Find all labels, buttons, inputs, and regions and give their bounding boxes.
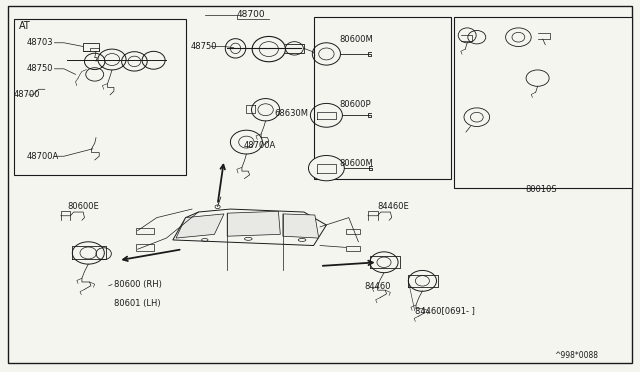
Polygon shape <box>227 211 280 236</box>
Text: 84460: 84460 <box>365 282 391 291</box>
Text: 48700A: 48700A <box>243 141 275 150</box>
Bar <box>346 229 360 234</box>
Bar <box>454 17 632 188</box>
Text: 80600 (RH): 80600 (RH) <box>114 280 162 289</box>
Text: 48700: 48700 <box>14 90 40 99</box>
Text: 48750: 48750 <box>27 64 53 73</box>
Text: 80600E: 80600E <box>67 202 99 211</box>
Text: 48750: 48750 <box>191 42 217 51</box>
Polygon shape <box>134 206 362 277</box>
Text: 48703: 48703 <box>27 38 54 47</box>
Polygon shape <box>176 214 224 238</box>
Ellipse shape <box>308 155 344 181</box>
Text: 48700A: 48700A <box>27 152 59 161</box>
Text: ^998*0088: ^998*0088 <box>554 351 598 360</box>
Text: 68630M: 68630M <box>274 109 308 118</box>
Text: 48700: 48700 <box>237 10 266 19</box>
Text: 84460[0691- ]: 84460[0691- ] <box>415 306 475 315</box>
Polygon shape <box>283 214 319 238</box>
Bar <box>136 228 154 234</box>
Bar <box>346 246 360 251</box>
Text: 80601 (LH): 80601 (LH) <box>114 299 161 308</box>
Text: 80600P: 80600P <box>339 100 371 109</box>
Text: 80600M: 80600M <box>339 159 373 168</box>
Bar <box>14 19 186 175</box>
Text: 80010S: 80010S <box>525 185 557 194</box>
Text: 84460E: 84460E <box>378 202 410 211</box>
Bar <box>314 17 451 179</box>
Bar <box>136 244 154 251</box>
Bar <box>83 43 99 51</box>
Text: AT: AT <box>19 21 31 31</box>
Text: 80600M: 80600M <box>339 35 373 44</box>
Polygon shape <box>173 209 326 246</box>
